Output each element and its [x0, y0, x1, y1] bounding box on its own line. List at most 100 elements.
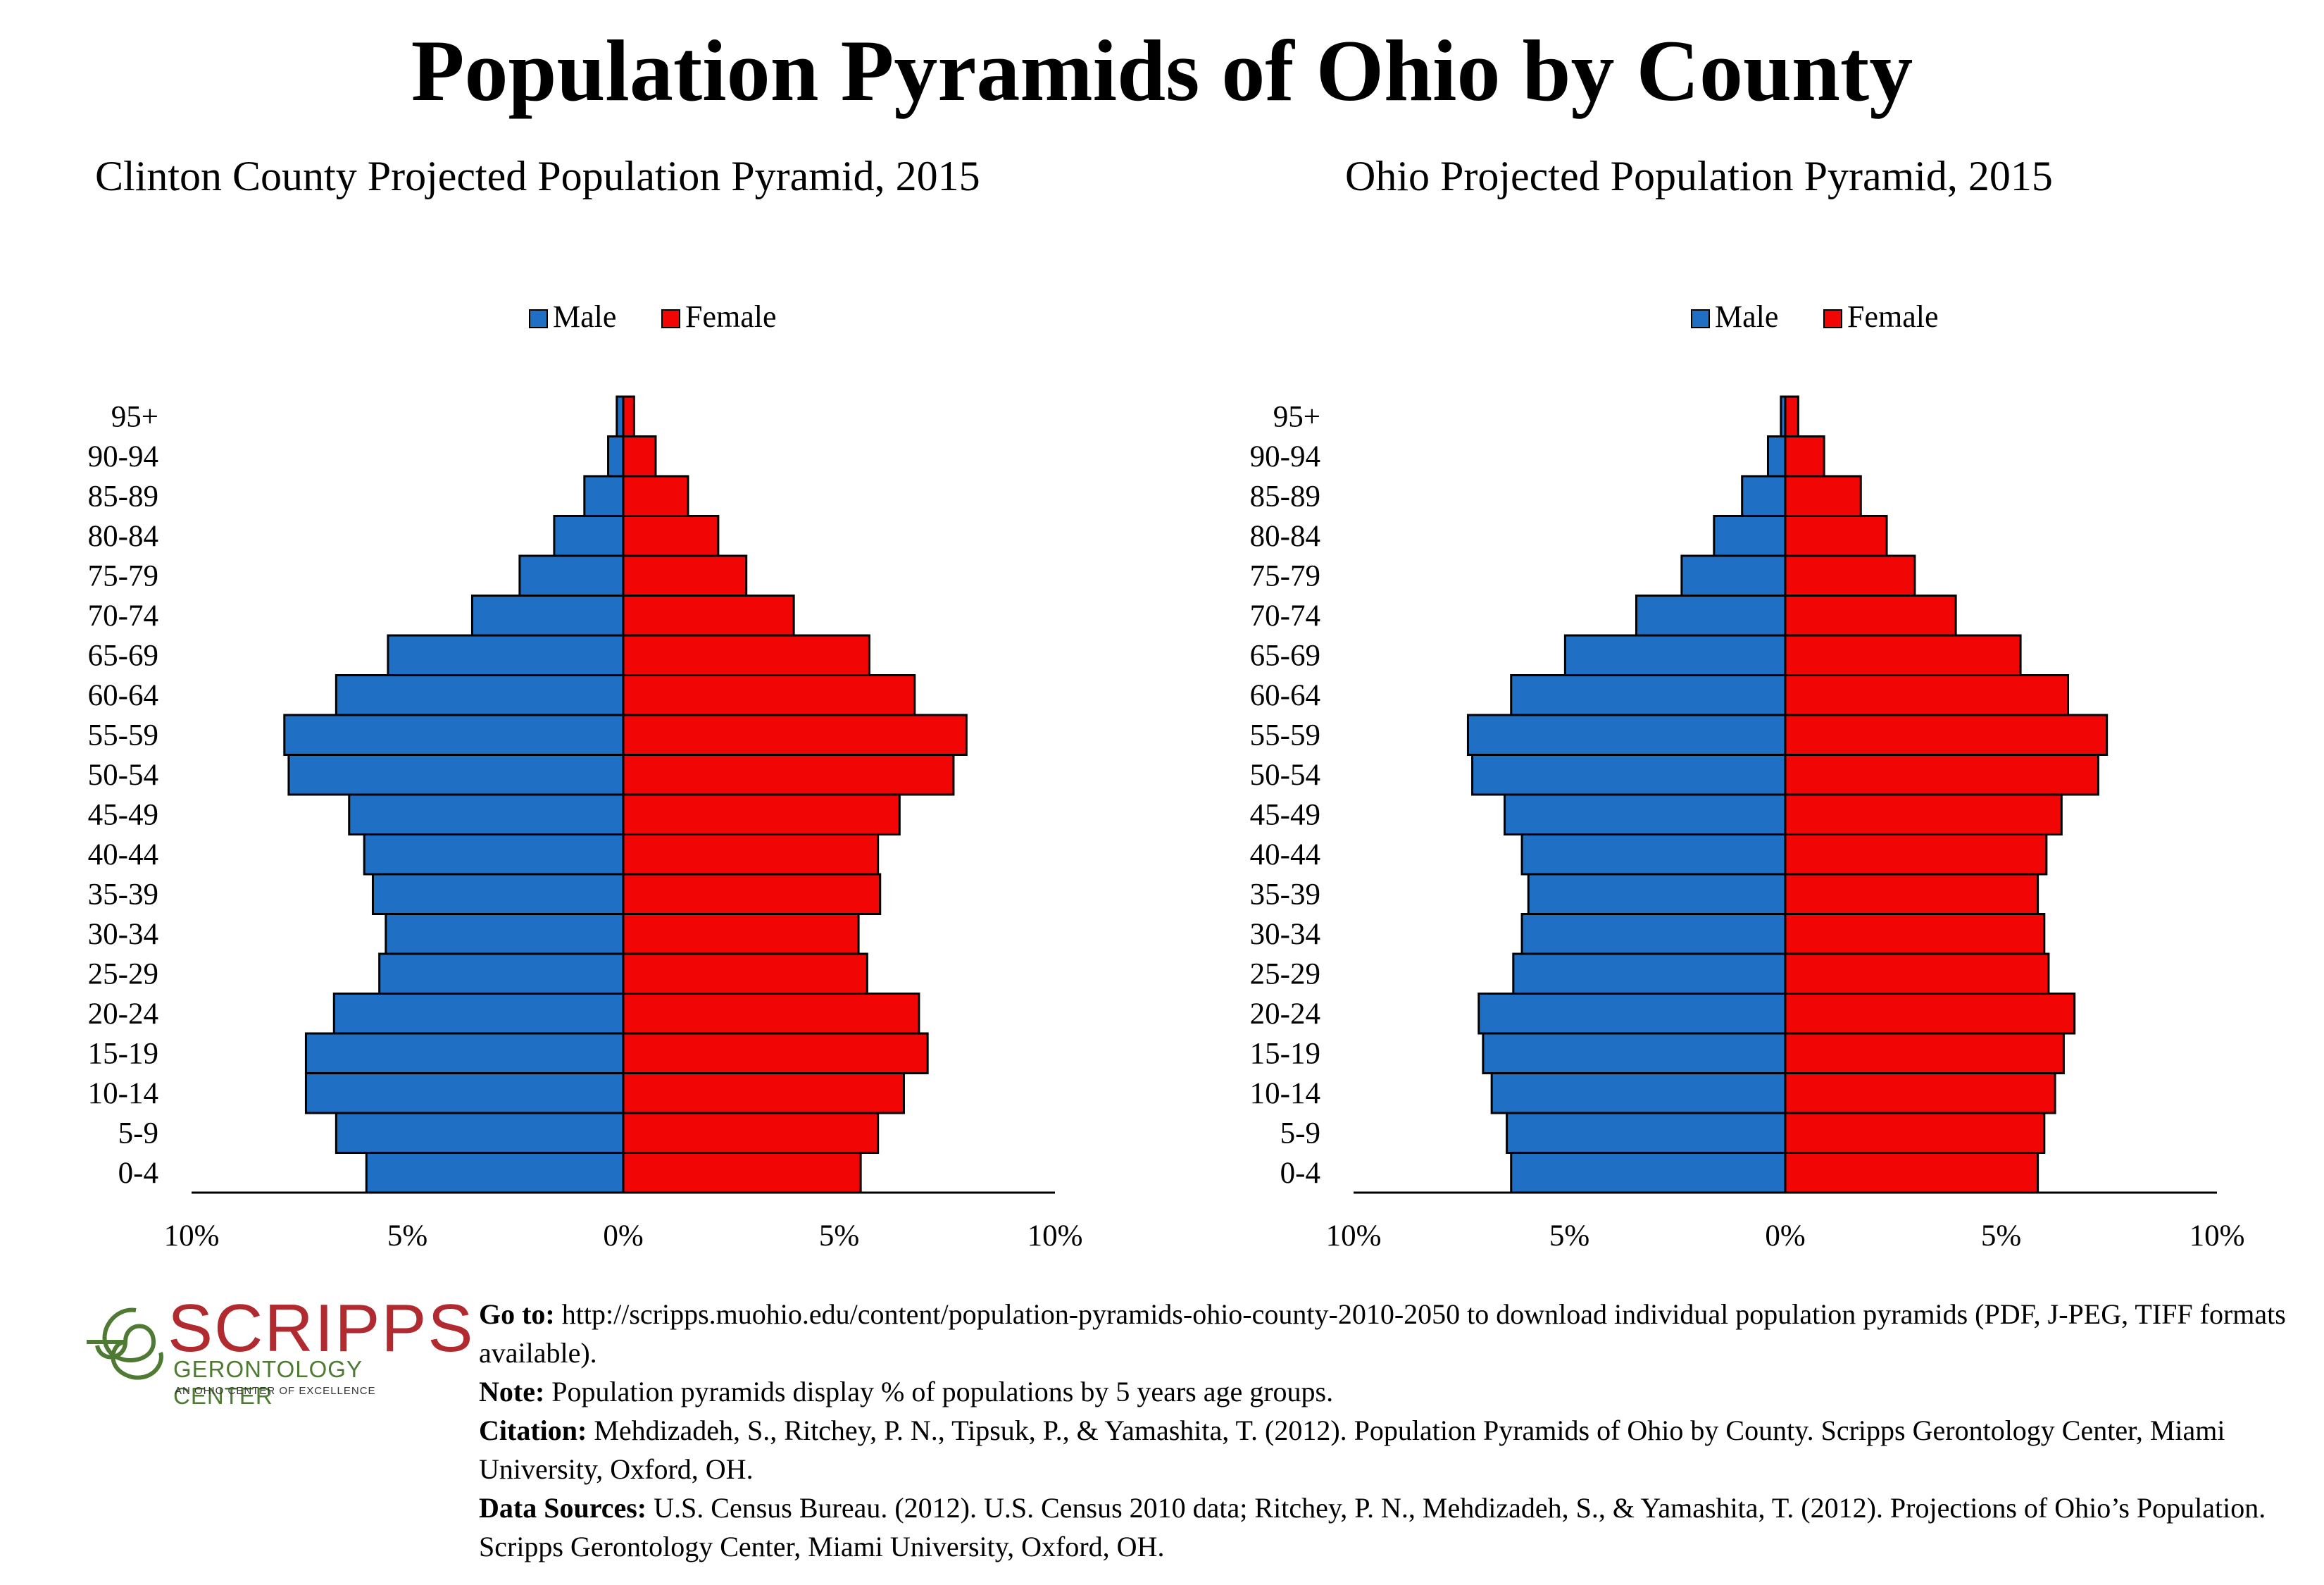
- category-label: 70-74: [88, 599, 158, 633]
- bar-male-15-19: [304, 1032, 625, 1074]
- x-tick-label: 10%: [1326, 1219, 1382, 1253]
- bar-male-25-29: [1512, 952, 1787, 995]
- bar-female-65-69: [1784, 634, 2022, 676]
- category-label: 5-9: [1280, 1117, 1320, 1150]
- legend-label-female: Female: [1847, 299, 1939, 334]
- x-tick-label: 10%: [164, 1219, 220, 1253]
- sources-note: Data Sources: U.S. Census Bureau. (2012)…: [479, 1488, 2310, 1566]
- bar-female-25-29: [622, 952, 868, 995]
- category-label: 0-4: [1280, 1157, 1320, 1190]
- bar-female-5-9: [1784, 1112, 2046, 1154]
- x-tick-label: 10%: [2189, 1219, 2245, 1253]
- bar-female-90-94: [1784, 435, 1825, 478]
- bar-female-85-89: [622, 475, 689, 517]
- bar-female-10-14: [622, 1072, 905, 1114]
- legend-swatch-male: [1691, 309, 1710, 328]
- bar-female-70-74: [622, 595, 795, 637]
- bar-female-65-69: [622, 634, 870, 676]
- x-tick-label: 0%: [603, 1219, 643, 1253]
- bar-male-80-84: [1713, 515, 1787, 557]
- category-label: 85-89: [88, 480, 158, 513]
- x-tick-label: 5%: [1549, 1219, 1589, 1253]
- bar-female-70-74: [1784, 595, 1957, 637]
- bar-male-70-74: [1635, 595, 1787, 637]
- category-label: 95+: [111, 400, 158, 433]
- bar-female-40-44: [1784, 833, 2048, 876]
- category-label: 35-39: [1250, 878, 1320, 911]
- x-tick-label: 0%: [1765, 1219, 1805, 1253]
- logo-name: SCRIPPS: [168, 1291, 475, 1366]
- category-label: 10-14: [88, 1077, 158, 1110]
- clinton-county-pyramid-chart: Clinton County Projected Population Pyra…: [88, 153, 1083, 1253]
- bar-female-0-4: [1784, 1152, 2039, 1194]
- category-label: 20-24: [88, 997, 158, 1031]
- category-label: 95+: [1273, 400, 1320, 433]
- category-label: 50-54: [88, 759, 158, 792]
- bar-male-35-39: [1527, 873, 1787, 915]
- bar-female-90-94: [622, 435, 657, 478]
- goto-link[interactable]: http://scripps.muohio.edu/content/popula…: [479, 1298, 2286, 1369]
- legend-swatch-female: [661, 309, 680, 328]
- bar-male-50-54: [1471, 754, 1787, 796]
- legend-swatch-female: [1823, 309, 1842, 328]
- bar-male-90-94: [607, 435, 625, 478]
- bar-male-90-94: [1766, 435, 1787, 478]
- x-tick-label: 5%: [1981, 1219, 2021, 1253]
- bar-male-60-64: [1510, 674, 1787, 716]
- bar-male-25-29: [378, 952, 625, 995]
- bar-male-30-34: [385, 913, 625, 955]
- bar-female-75-79: [622, 554, 748, 597]
- bar-female-15-19: [622, 1032, 929, 1074]
- legend: Male Female: [529, 299, 777, 334]
- category-label: 65-69: [88, 639, 158, 672]
- category-label: 30-34: [1250, 918, 1320, 951]
- bar-male-30-34: [1520, 913, 1787, 955]
- category-label: 25-29: [88, 957, 158, 990]
- category-label: 20-24: [1250, 997, 1320, 1031]
- ohio-pyramid-chart: Ohio Projected Population Pyramid, 2015 M…: [1250, 153, 2245, 1253]
- legend: Male Female: [1691, 299, 1939, 334]
- category-label: 5-9: [118, 1117, 158, 1150]
- legend-label-female: Female: [685, 299, 777, 334]
- bar-female-20-24: [1784, 993, 2076, 1035]
- citation-note: Citation: Mehdizadeh, S., Ritchey, P. N.…: [479, 1411, 2310, 1488]
- bar-female-60-64: [622, 674, 916, 716]
- category-label: 25-29: [1250, 957, 1320, 990]
- category-label: 75-79: [1250, 559, 1320, 592]
- note-label: Note:: [479, 1376, 545, 1407]
- bar-male-50-54: [287, 754, 625, 796]
- category-label: 30-34: [88, 918, 158, 951]
- bar-male-35-39: [371, 873, 625, 915]
- bar-male-75-79: [518, 554, 625, 597]
- bar-female-80-84: [622, 515, 720, 557]
- category-label: 35-39: [88, 878, 158, 911]
- bar-female-55-59: [622, 714, 968, 756]
- category-label: 60-64: [88, 679, 158, 712]
- bar-female-30-34: [622, 913, 860, 955]
- bar-female-40-44: [622, 833, 880, 876]
- bar-female-35-39: [622, 873, 882, 915]
- category-label: 90-94: [1250, 440, 1320, 473]
- bar-female-95+: [622, 395, 635, 437]
- category-label: 40-44: [88, 838, 158, 871]
- category-label: 55-59: [1250, 719, 1320, 752]
- bar-female-35-39: [1784, 873, 2039, 915]
- x-tick-label: 5%: [387, 1219, 427, 1253]
- bar-female-75-79: [1784, 554, 1916, 597]
- bar-male-10-14: [1490, 1072, 1787, 1114]
- bar-male-80-84: [553, 515, 625, 557]
- bar-male-45-49: [348, 793, 625, 835]
- scripps-logo: SCRIPPS GERONTOLOGY CENTER AN OHIO CENTE…: [83, 1291, 473, 1409]
- category-label: 75-79: [88, 559, 158, 592]
- legend-swatch-male: [529, 309, 548, 328]
- category-label: 65-69: [1250, 639, 1320, 672]
- category-label: 45-49: [88, 798, 158, 831]
- goto-note: Go to: http://scripps.muohio.edu/content…: [479, 1295, 2310, 1372]
- x-tick-label: 5%: [819, 1219, 859, 1253]
- logo-tagline: AN OHIO CENTER OF EXCELLENCE: [175, 1385, 376, 1397]
- bar-female-45-49: [622, 793, 901, 835]
- category-label: 60-64: [1250, 679, 1320, 712]
- bar-female-20-24: [622, 993, 920, 1035]
- bar-female-80-84: [1784, 515, 1888, 557]
- category-label: 90-94: [88, 440, 158, 473]
